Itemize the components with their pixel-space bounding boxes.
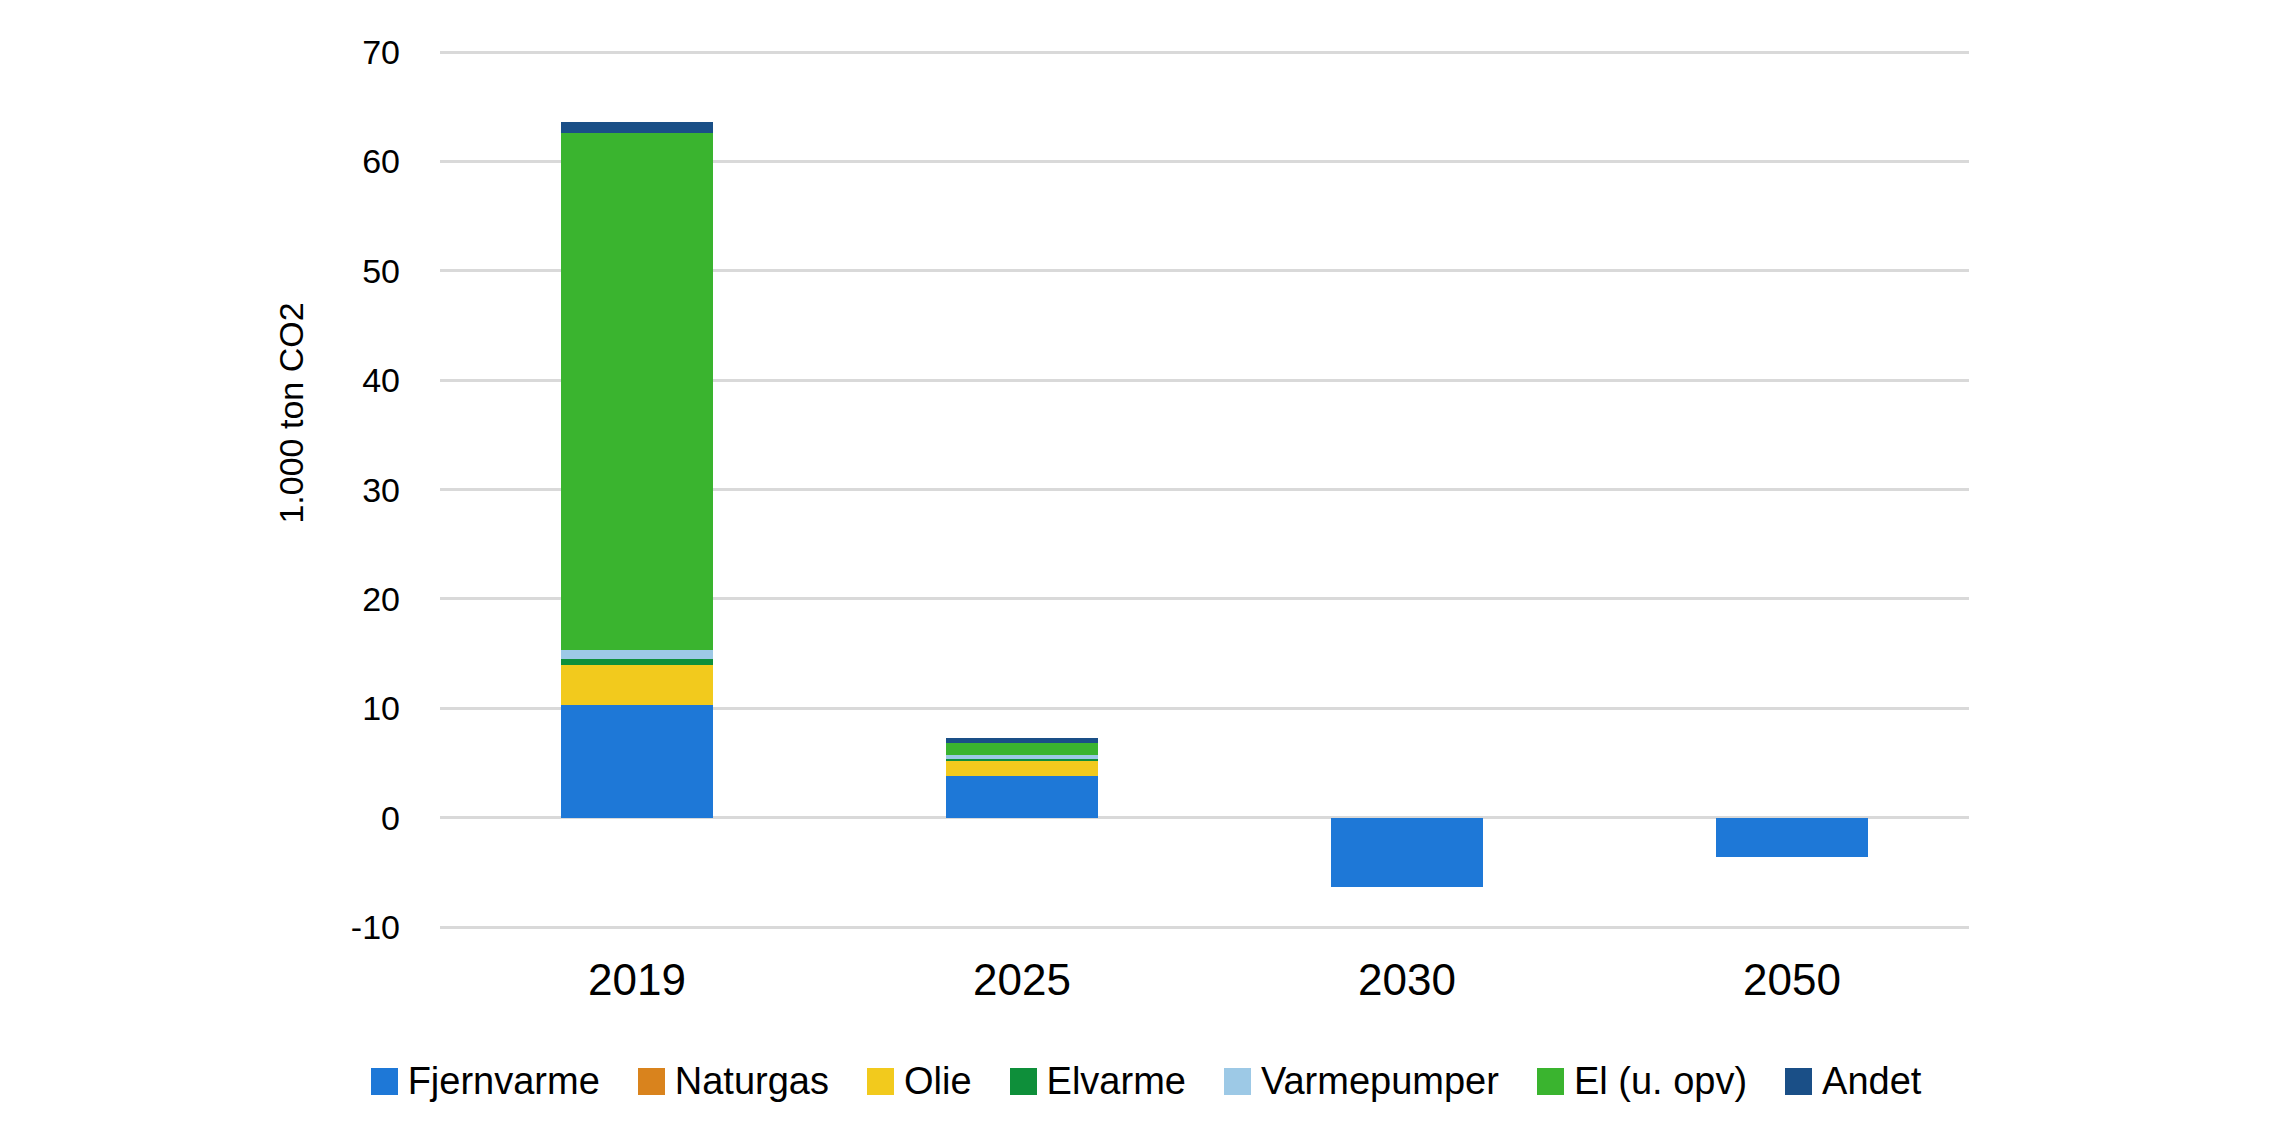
legend-label-el-u-opv: El (u. opv) xyxy=(1574,1062,1747,1100)
legend-swatch-elvarme xyxy=(1010,1068,1037,1095)
legend-label-elvarme: Elvarme xyxy=(1047,1062,1186,1100)
y-tick-label: 60 xyxy=(240,144,400,178)
legend-item-andet: Andet xyxy=(1785,1062,1921,1100)
gridline-y--10 xyxy=(440,926,1969,929)
x-tick-label-2050: 2050 xyxy=(1642,958,1942,1002)
y-tick-label: 70 xyxy=(240,35,400,69)
x-tick-label-2030: 2030 xyxy=(1257,958,1557,1002)
bar-segment-2019-fjernvarme xyxy=(561,705,713,818)
legend-label-varmepumper: Varmepumper xyxy=(1261,1062,1499,1100)
y-tick-label: 30 xyxy=(240,473,400,507)
legend-label-andet: Andet xyxy=(1822,1062,1921,1100)
legend-item-fjernvarme: Fjernvarme xyxy=(371,1062,600,1100)
legend-swatch-olie xyxy=(867,1068,894,1095)
y-tick-label: 40 xyxy=(240,363,400,397)
legend-item-varmepumper: Varmepumper xyxy=(1224,1062,1499,1100)
bar-segment-2030-fjernvarme xyxy=(1331,818,1483,887)
legend-swatch-fjernvarme xyxy=(371,1068,398,1095)
gridline-y-70 xyxy=(440,51,1969,54)
legend-swatch-varmepumper xyxy=(1224,1068,1251,1095)
bar-segment-2019-el-u-opv xyxy=(561,133,713,650)
y-tick-label: -10 xyxy=(240,910,400,944)
y-tick-label: 20 xyxy=(240,582,400,616)
y-tick-label: 50 xyxy=(240,254,400,288)
bar-segment-2019-elvarme xyxy=(561,659,713,664)
legend-item-el-u-opv: El (u. opv) xyxy=(1537,1062,1747,1100)
legend-swatch-naturgas xyxy=(638,1068,665,1095)
x-tick-label-2025: 2025 xyxy=(872,958,1172,1002)
chart-canvas: 1.000 ton CO2 706050403020100-10 2019202… xyxy=(0,0,2292,1147)
bar-segment-2025-el-u-opv xyxy=(946,743,1098,754)
bar-segment-2025-varmepumper xyxy=(946,755,1098,759)
legend-label-fjernvarme: Fjernvarme xyxy=(408,1062,600,1100)
bar-segment-2025-olie xyxy=(946,760,1098,776)
bar-segment-2025-fjernvarme xyxy=(946,776,1098,818)
legend-label-olie: Olie xyxy=(904,1062,972,1100)
legend-item-elvarme: Elvarme xyxy=(1010,1062,1186,1100)
legend-item-olie: Olie xyxy=(867,1062,972,1100)
bar-segment-2050-fjernvarme xyxy=(1716,818,1868,857)
y-tick-label: 10 xyxy=(240,691,400,725)
bar-segment-2019-andet xyxy=(561,122,713,133)
bar-segment-2019-olie xyxy=(561,665,713,705)
legend-swatch-el-u-opv xyxy=(1537,1068,1564,1095)
legend-label-naturgas: Naturgas xyxy=(675,1062,829,1100)
y-tick-label: 0 xyxy=(240,801,400,835)
legend-swatch-andet xyxy=(1785,1068,1812,1095)
bar-segment-2025-andet xyxy=(946,738,1098,743)
legend: Fjernvarme Naturgas Olie Elvarme Varmepumper… xyxy=(0,1062,2292,1100)
legend-item-naturgas: Naturgas xyxy=(638,1062,829,1100)
bar-segment-2025-elvarme xyxy=(946,759,1098,761)
bar-segment-2019-varmepumper xyxy=(561,650,713,659)
x-tick-label-2019: 2019 xyxy=(487,958,787,1002)
